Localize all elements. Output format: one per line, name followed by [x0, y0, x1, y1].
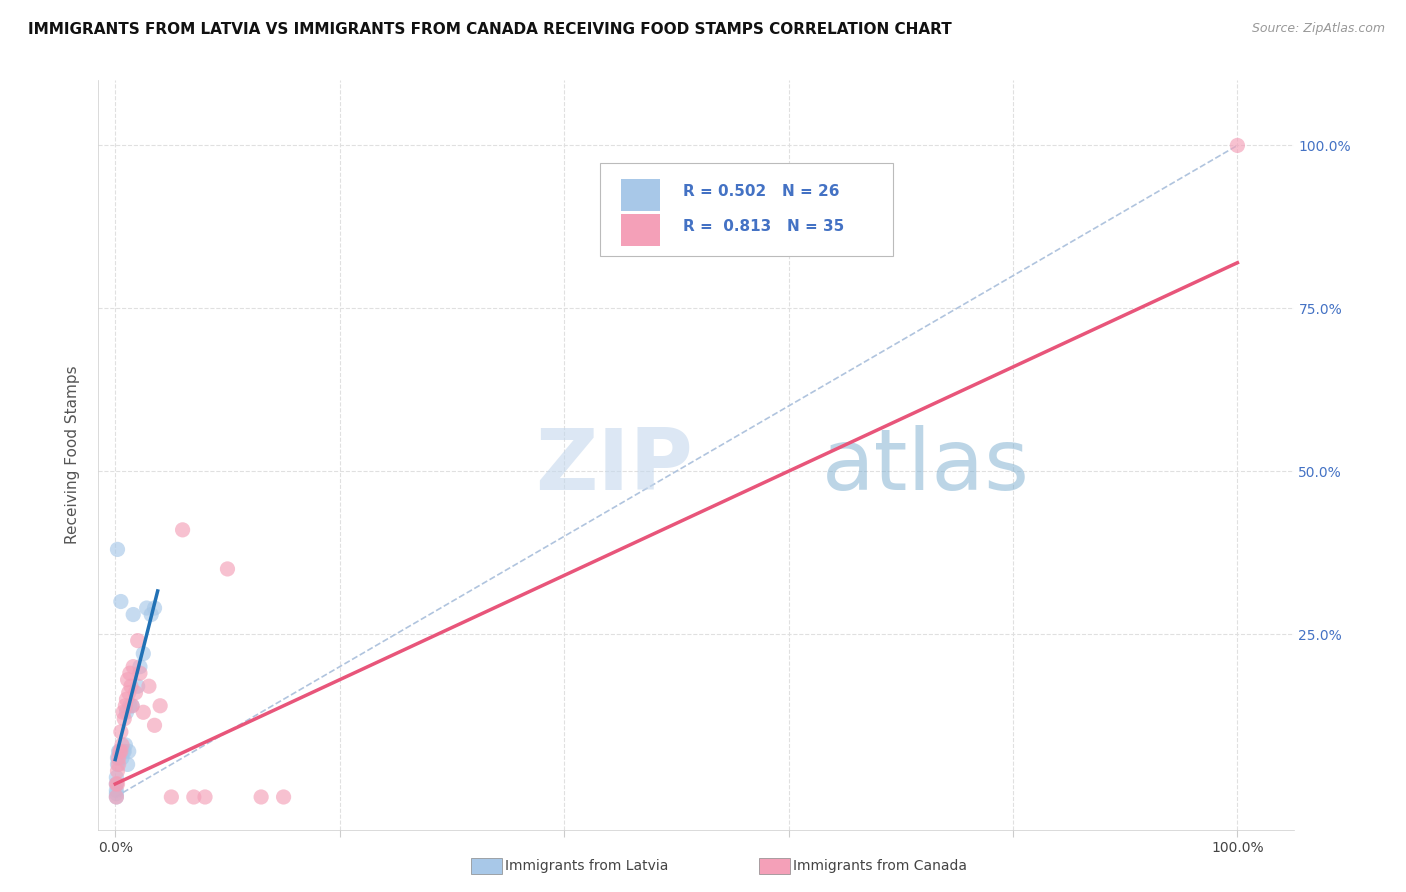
Point [105, 777, 128, 791]
Point [114, 698, 136, 713]
Text: IMMIGRANTS FROM LATVIA VS IMMIGRANTS FROM CANADA RECEIVING FOOD STAMPS CORRELATI: IMMIGRANTS FROM LATVIA VS IMMIGRANTS FRO… [28, 22, 952, 37]
Point [149, 698, 172, 713]
Point [107, 757, 129, 772]
Point [107, 751, 129, 765]
Text: atlas: atlas [821, 425, 1029, 508]
Point [129, 659, 152, 673]
Point [112, 744, 135, 758]
Point [111, 738, 134, 752]
Text: Immigrants from Latvia: Immigrants from Latvia [505, 859, 668, 873]
Point [107, 777, 129, 791]
Text: Source: ZipAtlas.com: Source: ZipAtlas.com [1251, 22, 1385, 36]
Point [112, 744, 135, 758]
Point [110, 744, 132, 758]
Point [124, 686, 146, 700]
Point [217, 562, 239, 576]
Point [118, 744, 141, 758]
Point [112, 706, 135, 720]
Point [105, 789, 128, 804]
Point [183, 789, 205, 804]
Point [194, 789, 217, 804]
Point [107, 751, 129, 765]
Point [160, 789, 183, 804]
Point [105, 789, 128, 804]
Point [127, 633, 149, 648]
Point [132, 706, 155, 720]
Point [115, 692, 138, 706]
Point [105, 777, 128, 791]
Point [118, 686, 141, 700]
Point [141, 607, 163, 622]
Point [108, 744, 131, 758]
Point [121, 698, 143, 713]
Point [121, 698, 143, 713]
Point [129, 666, 152, 681]
Point [117, 673, 139, 687]
Point [250, 789, 273, 804]
Point [110, 594, 132, 608]
Point [107, 764, 129, 778]
Point [127, 679, 149, 693]
Point [105, 783, 128, 797]
Text: ZIP: ZIP [534, 425, 692, 508]
Bar [620, 179, 661, 211]
Point [110, 724, 132, 739]
Text: R = 0.502   N = 26: R = 0.502 N = 26 [683, 184, 839, 199]
Y-axis label: Receiving Food Stamps: Receiving Food Stamps [65, 366, 80, 544]
Point [122, 607, 145, 622]
Point [107, 542, 129, 557]
Point [143, 718, 166, 732]
Point [1226, 138, 1249, 153]
Point [143, 601, 166, 615]
Text: Immigrants from Canada: Immigrants from Canada [793, 859, 967, 873]
Point [111, 751, 134, 765]
Point [138, 679, 160, 693]
Point [115, 706, 138, 720]
Point [118, 698, 141, 713]
Point [120, 679, 142, 693]
Point [132, 647, 155, 661]
Point [135, 601, 157, 615]
Text: R =  0.813   N = 35: R = 0.813 N = 35 [683, 219, 844, 234]
Point [273, 789, 295, 804]
Point [117, 757, 139, 772]
Point [112, 712, 135, 726]
Point [114, 738, 136, 752]
Point [105, 787, 128, 801]
Point [172, 523, 194, 537]
Point [122, 659, 145, 673]
Bar [620, 214, 661, 246]
FancyBboxPatch shape [600, 162, 893, 256]
Point [107, 757, 129, 772]
Point [118, 666, 141, 681]
Point [105, 771, 128, 785]
Point [107, 744, 129, 758]
